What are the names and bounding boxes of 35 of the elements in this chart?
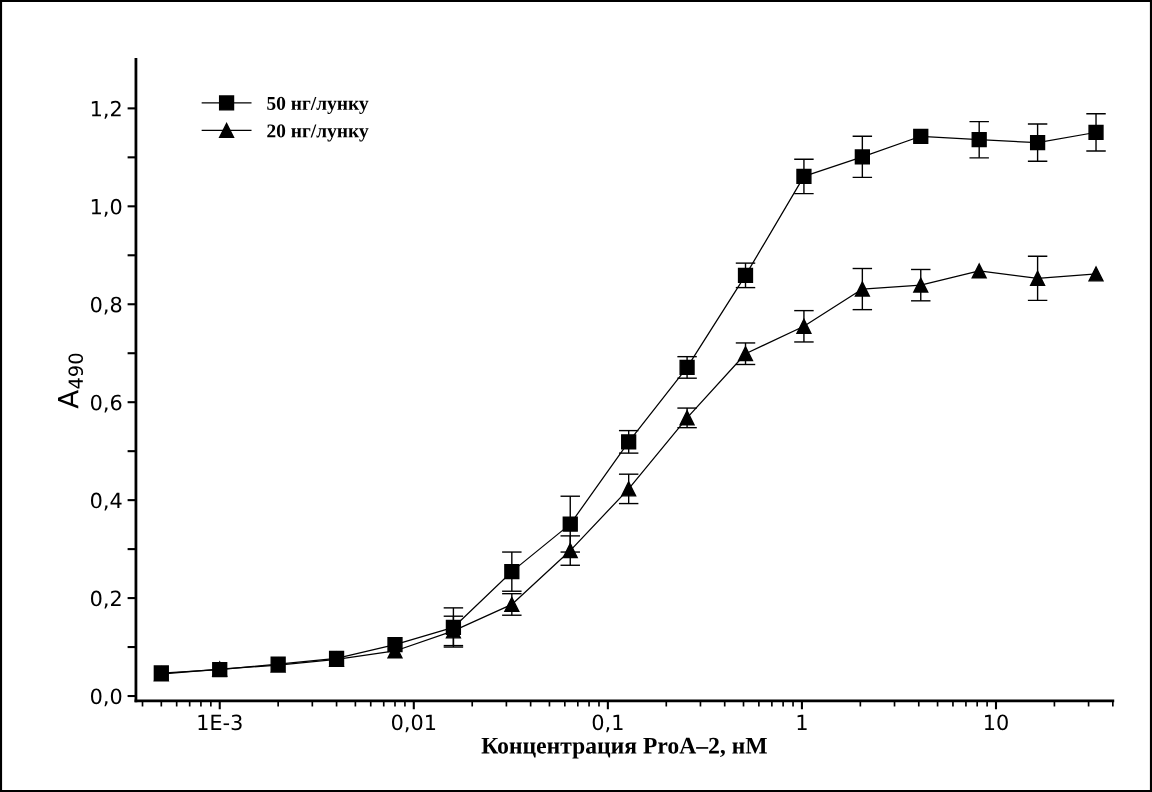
point [796, 168, 812, 185]
y-tick-label: 0,6 [90, 394, 122, 413]
point [1088, 124, 1104, 141]
point [913, 277, 929, 293]
y-tick-label: 0,0 [90, 688, 122, 707]
point [737, 267, 754, 284]
point [562, 516, 578, 532]
point [971, 263, 987, 279]
point [971, 132, 987, 148]
y-tick-label: 0,4 [90, 492, 122, 511]
legend-label: 20 нг/лунку [267, 124, 369, 142]
y-axis-title: A$_{490}$ [58, 353, 84, 409]
x-tick-label: 10 [985, 714, 1008, 731]
point [504, 596, 520, 613]
point [854, 149, 870, 165]
point [621, 481, 637, 497]
x-axis-title: Концентрация ProA–2, нМ [481, 737, 767, 759]
y-tick-label: 1,0 [91, 198, 122, 217]
y-tick-label: 0,8 [90, 296, 122, 315]
x-tick-label: 1E-3 [198, 714, 242, 731]
point [562, 542, 578, 559]
y-tick-label: 1,2 [91, 100, 121, 119]
x-tick-label: 0,1 [592, 714, 623, 733]
legend-label: 50 нг/лунку [267, 96, 369, 114]
point [621, 434, 637, 450]
point [913, 128, 929, 144]
point [504, 563, 520, 580]
point [1029, 270, 1046, 286]
point [854, 281, 870, 297]
x-tick-label: 1 [797, 714, 807, 730]
point [1088, 266, 1104, 282]
point [796, 318, 812, 334]
x-tick-label: 0,01 [391, 714, 436, 733]
point [1029, 135, 1046, 151]
y-tick-label: 0,2 [90, 590, 121, 609]
